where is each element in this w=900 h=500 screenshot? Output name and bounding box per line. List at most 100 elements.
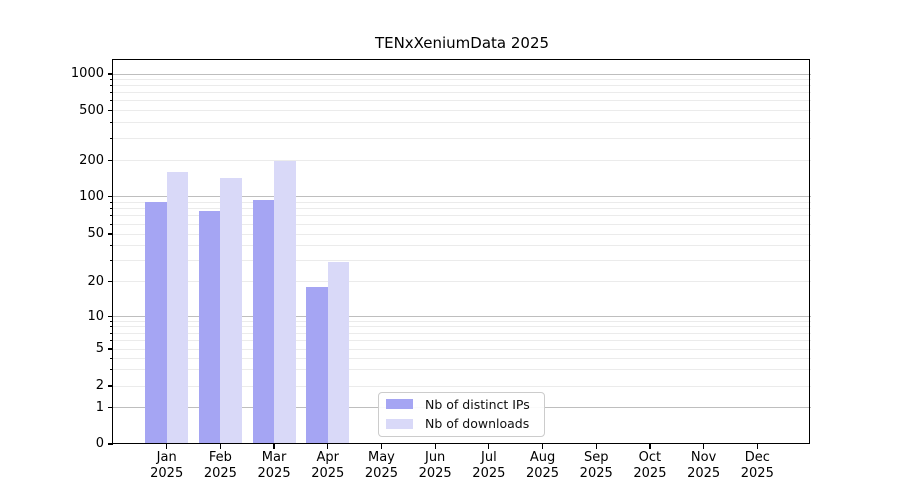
y-gridline-minor	[113, 92, 811, 94]
y-minor-tick	[110, 201, 113, 203]
y-gridline-minor	[113, 137, 811, 139]
bar-downloads-jan	[166, 172, 189, 444]
y-gridline-minor	[113, 259, 811, 261]
y-gridline-minor	[113, 332, 811, 334]
y-tick	[108, 385, 113, 387]
y-gridline-minor	[113, 281, 811, 282]
y-tick-label: 200	[79, 152, 104, 168]
legend-swatch-downloads	[386, 418, 413, 429]
x-tick-label-may: May 2025	[351, 450, 411, 481]
x-tick-year: 2025	[311, 465, 345, 481]
y-tick-label: 20	[87, 273, 104, 289]
y-gridline-minor	[113, 326, 811, 328]
bar-ips-jan	[145, 202, 167, 444]
y-tick-label: 1	[95, 399, 104, 415]
y-tick	[108, 109, 113, 112]
y-gridline-minor	[113, 223, 811, 225]
x-tick	[649, 444, 651, 449]
y-gridline-minor	[113, 369, 811, 371]
y-tick-label: 10	[87, 308, 104, 324]
y-gridline-major	[113, 196, 811, 197]
y-tick	[108, 159, 113, 162]
x-tick-label-sep: Sep 2025	[566, 450, 626, 481]
x-tick-label-apr: Apr 2025	[298, 450, 358, 481]
y-tick-label: 1000	[70, 66, 104, 81]
bar-downloads-mar	[274, 160, 296, 444]
y-gridline-minor	[113, 79, 811, 81]
x-tick-year: 2025	[418, 465, 452, 481]
x-tick	[219, 444, 221, 449]
y-gridline-major	[113, 316, 811, 317]
y-gridline-minor	[113, 320, 811, 322]
y-gridline-minor	[113, 357, 811, 359]
y-minor-tick	[110, 215, 113, 217]
x-tick-year: 2025	[740, 465, 774, 481]
y-minor-tick	[110, 326, 113, 328]
x-tick-label-feb: Feb 2025	[190, 450, 250, 481]
y-gridline-minor	[113, 215, 811, 217]
y-tick-label: 2	[95, 378, 104, 393]
y-tick	[108, 280, 113, 283]
y-minor-tick	[110, 332, 113, 334]
x-tick	[166, 444, 168, 449]
y-gridline-minor	[113, 110, 811, 111]
x-tick-label-jun: Jun 2025	[405, 450, 465, 481]
legend-label-distinct-ips: Nb of distinct IPs	[425, 396, 530, 412]
y-gridline-minor	[113, 160, 811, 161]
y-tick-label: 5	[95, 341, 104, 356]
y-minor-tick	[110, 79, 113, 81]
x-tick-label-mar: Mar 2025	[244, 450, 304, 481]
bar-downloads-feb	[220, 178, 242, 444]
y-gridline-minor	[113, 85, 811, 87]
y-minor-tick	[110, 259, 113, 261]
x-tick	[541, 444, 544, 449]
y-minor-tick	[110, 122, 113, 124]
y-tick	[108, 348, 113, 350]
legend-label-downloads: Nb of downloads	[425, 416, 530, 432]
y-tick-label: 0	[95, 436, 104, 451]
y-gridline-minor	[113, 201, 811, 203]
y-tick	[108, 233, 113, 235]
y-tick	[108, 73, 113, 75]
y-minor-tick	[110, 85, 113, 87]
y-tick	[108, 443, 113, 445]
x-tick-year: 2025	[364, 465, 398, 481]
x-tick	[273, 444, 275, 449]
legend-row-downloads: Nb of downloads	[379, 416, 544, 431]
y-tick	[108, 195, 113, 198]
y-gridline-minor	[113, 233, 811, 235]
y-tick-label: 50	[87, 226, 104, 241]
y-gridline-minor	[113, 339, 811, 341]
x-tick-label-jan: Jan 2025	[137, 450, 197, 481]
legend: Nb of distinct IPs Nb of downloads	[378, 391, 545, 437]
y-minor-tick	[110, 100, 113, 102]
bar-downloads-apr	[327, 262, 350, 444]
x-tick-label-aug: Aug 2025	[513, 450, 573, 481]
x-tick-year: 2025	[203, 465, 237, 481]
y-minor-tick	[110, 92, 113, 94]
x-tick	[434, 444, 436, 449]
y-minor-tick	[110, 245, 113, 247]
x-tick	[327, 444, 329, 449]
x-tick-label-dec: Dec 2025	[727, 450, 787, 481]
legend-swatch-distinct-ips	[386, 399, 413, 410]
x-tick-year: 2025	[525, 465, 560, 481]
y-gridline-major	[113, 73, 811, 75]
x-tick-label-jul: Jul 2025	[459, 450, 519, 481]
bar-ips-mar	[252, 199, 275, 444]
y-minor-tick	[110, 339, 113, 341]
y-minor-tick	[110, 223, 113, 225]
x-tick-year: 2025	[579, 465, 613, 481]
x-tick-year: 2025	[472, 465, 506, 481]
y-gridline-minor	[113, 208, 811, 210]
x-tick-year: 2025	[257, 465, 291, 481]
y-tick	[108, 315, 113, 318]
x-tick-year: 2025	[633, 465, 667, 481]
y-minor-tick	[110, 357, 113, 359]
y-gridline-minor	[113, 100, 811, 102]
y-minor-tick	[110, 137, 113, 139]
y-minor-tick	[110, 320, 113, 322]
bar-ips-apr	[306, 286, 328, 444]
chart-title: TENxXeniumData 2025	[374, 34, 550, 52]
